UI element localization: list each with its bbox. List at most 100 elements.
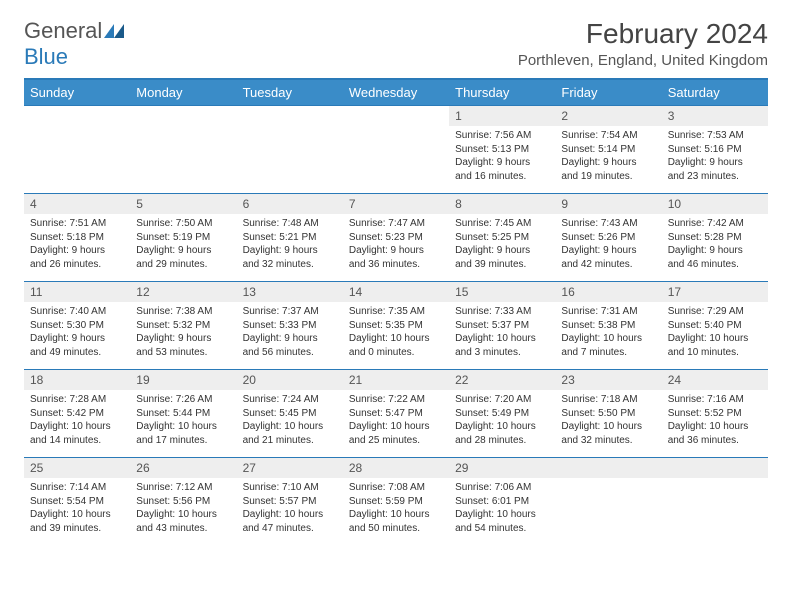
day-content: Sunrise: 7:22 AMSunset: 5:47 PMDaylight:… bbox=[343, 390, 449, 453]
day-number: 4 bbox=[24, 194, 130, 214]
day-number: 13 bbox=[237, 282, 343, 302]
day-number: 7 bbox=[343, 194, 449, 214]
day-content: Sunrise: 7:45 AMSunset: 5:25 PMDaylight:… bbox=[449, 214, 555, 277]
calendar-row: 1Sunrise: 7:56 AMSunset: 5:13 PMDaylight… bbox=[24, 106, 768, 194]
day-number: 18 bbox=[24, 370, 130, 390]
calendar-cell: 12Sunrise: 7:38 AMSunset: 5:32 PMDayligh… bbox=[130, 282, 236, 370]
calendar-cell: 27Sunrise: 7:10 AMSunset: 5:57 PMDayligh… bbox=[237, 458, 343, 546]
day-number: 23 bbox=[555, 370, 661, 390]
calendar-cell: 26Sunrise: 7:12 AMSunset: 5:56 PMDayligh… bbox=[130, 458, 236, 546]
day-number: 10 bbox=[662, 194, 768, 214]
day-content: Sunrise: 7:24 AMSunset: 5:45 PMDaylight:… bbox=[237, 390, 343, 453]
header: GeneralBlue February 2024 Porthleven, En… bbox=[24, 18, 768, 70]
day-content: Sunrise: 7:53 AMSunset: 5:16 PMDaylight:… bbox=[662, 126, 768, 189]
calendar-cell: 10Sunrise: 7:42 AMSunset: 5:28 PMDayligh… bbox=[662, 194, 768, 282]
day-content: Sunrise: 7:42 AMSunset: 5:28 PMDaylight:… bbox=[662, 214, 768, 277]
calendar-row: 25Sunrise: 7:14 AMSunset: 5:54 PMDayligh… bbox=[24, 458, 768, 546]
calendar-cell: 8Sunrise: 7:45 AMSunset: 5:25 PMDaylight… bbox=[449, 194, 555, 282]
day-number: 24 bbox=[662, 370, 768, 390]
day-content: Sunrise: 7:43 AMSunset: 5:26 PMDaylight:… bbox=[555, 214, 661, 277]
logo: GeneralBlue bbox=[24, 18, 124, 70]
day-content: Sunrise: 7:16 AMSunset: 5:52 PMDaylight:… bbox=[662, 390, 768, 453]
day-content: Sunrise: 7:38 AMSunset: 5:32 PMDaylight:… bbox=[130, 302, 236, 365]
day-number: 15 bbox=[449, 282, 555, 302]
calendar-cell: 16Sunrise: 7:31 AMSunset: 5:38 PMDayligh… bbox=[555, 282, 661, 370]
logo-text-gray: General bbox=[24, 18, 102, 43]
logo-mark-icon bbox=[104, 18, 124, 44]
day-content: Sunrise: 7:47 AMSunset: 5:23 PMDaylight:… bbox=[343, 214, 449, 277]
day-content: Sunrise: 7:51 AMSunset: 5:18 PMDaylight:… bbox=[24, 214, 130, 277]
column-header: Friday bbox=[555, 79, 661, 106]
column-header: Tuesday bbox=[237, 79, 343, 106]
day-content: Sunrise: 7:10 AMSunset: 5:57 PMDaylight:… bbox=[237, 478, 343, 541]
day-number: 27 bbox=[237, 458, 343, 478]
calendar-cell: 25Sunrise: 7:14 AMSunset: 5:54 PMDayligh… bbox=[24, 458, 130, 546]
calendar-cell: 7Sunrise: 7:47 AMSunset: 5:23 PMDaylight… bbox=[343, 194, 449, 282]
day-content: Sunrise: 7:54 AMSunset: 5:14 PMDaylight:… bbox=[555, 126, 661, 189]
calendar-cell: 11Sunrise: 7:40 AMSunset: 5:30 PMDayligh… bbox=[24, 282, 130, 370]
day-content: Sunrise: 7:29 AMSunset: 5:40 PMDaylight:… bbox=[662, 302, 768, 365]
column-header: Saturday bbox=[662, 79, 768, 106]
day-number: 5 bbox=[130, 194, 236, 214]
calendar-cell: 20Sunrise: 7:24 AMSunset: 5:45 PMDayligh… bbox=[237, 370, 343, 458]
day-number: 17 bbox=[662, 282, 768, 302]
day-number: 8 bbox=[449, 194, 555, 214]
calendar-cell: 3Sunrise: 7:53 AMSunset: 5:16 PMDaylight… bbox=[662, 106, 768, 194]
day-content: Sunrise: 7:28 AMSunset: 5:42 PMDaylight:… bbox=[24, 390, 130, 453]
day-number: 1 bbox=[449, 106, 555, 126]
day-number: 19 bbox=[130, 370, 236, 390]
day-content: Sunrise: 7:18 AMSunset: 5:50 PMDaylight:… bbox=[555, 390, 661, 453]
column-header: Wednesday bbox=[343, 79, 449, 106]
day-content: Sunrise: 7:26 AMSunset: 5:44 PMDaylight:… bbox=[130, 390, 236, 453]
day-content: Sunrise: 7:12 AMSunset: 5:56 PMDaylight:… bbox=[130, 478, 236, 541]
calendar-cell: 9Sunrise: 7:43 AMSunset: 5:26 PMDaylight… bbox=[555, 194, 661, 282]
calendar-cell: 2Sunrise: 7:54 AMSunset: 5:14 PMDaylight… bbox=[555, 106, 661, 194]
calendar-cell bbox=[662, 458, 768, 546]
day-content: Sunrise: 7:56 AMSunset: 5:13 PMDaylight:… bbox=[449, 126, 555, 189]
day-number: 6 bbox=[237, 194, 343, 214]
day-content: Sunrise: 7:37 AMSunset: 5:33 PMDaylight:… bbox=[237, 302, 343, 365]
calendar-cell: 21Sunrise: 7:22 AMSunset: 5:47 PMDayligh… bbox=[343, 370, 449, 458]
day-number: 21 bbox=[343, 370, 449, 390]
calendar-body: 1Sunrise: 7:56 AMSunset: 5:13 PMDaylight… bbox=[24, 106, 768, 546]
day-number: 11 bbox=[24, 282, 130, 302]
calendar-cell: 1Sunrise: 7:56 AMSunset: 5:13 PMDaylight… bbox=[449, 106, 555, 194]
calendar-cell: 4Sunrise: 7:51 AMSunset: 5:18 PMDaylight… bbox=[24, 194, 130, 282]
calendar-cell: 6Sunrise: 7:48 AMSunset: 5:21 PMDaylight… bbox=[237, 194, 343, 282]
calendar-cell: 23Sunrise: 7:18 AMSunset: 5:50 PMDayligh… bbox=[555, 370, 661, 458]
calendar-header: SundayMondayTuesdayWednesdayThursdayFrid… bbox=[24, 79, 768, 106]
calendar-cell: 24Sunrise: 7:16 AMSunset: 5:52 PMDayligh… bbox=[662, 370, 768, 458]
day-number: 22 bbox=[449, 370, 555, 390]
day-content: Sunrise: 7:08 AMSunset: 5:59 PMDaylight:… bbox=[343, 478, 449, 541]
location: Porthleven, England, United Kingdom bbox=[518, 52, 768, 69]
calendar-cell: 19Sunrise: 7:26 AMSunset: 5:44 PMDayligh… bbox=[130, 370, 236, 458]
day-number: 2 bbox=[555, 106, 661, 126]
day-number: 29 bbox=[449, 458, 555, 478]
day-content: Sunrise: 7:35 AMSunset: 5:35 PMDaylight:… bbox=[343, 302, 449, 365]
day-number: 12 bbox=[130, 282, 236, 302]
day-number: 25 bbox=[24, 458, 130, 478]
day-content: Sunrise: 7:20 AMSunset: 5:49 PMDaylight:… bbox=[449, 390, 555, 453]
column-header: Thursday bbox=[449, 79, 555, 106]
day-number: 9 bbox=[555, 194, 661, 214]
calendar-cell: 5Sunrise: 7:50 AMSunset: 5:19 PMDaylight… bbox=[130, 194, 236, 282]
day-number: 28 bbox=[343, 458, 449, 478]
calendar-row: 4Sunrise: 7:51 AMSunset: 5:18 PMDaylight… bbox=[24, 194, 768, 282]
day-content: Sunrise: 7:33 AMSunset: 5:37 PMDaylight:… bbox=[449, 302, 555, 365]
calendar-cell: 29Sunrise: 7:06 AMSunset: 6:01 PMDayligh… bbox=[449, 458, 555, 546]
day-number: 14 bbox=[343, 282, 449, 302]
calendar: SundayMondayTuesdayWednesdayThursdayFrid… bbox=[24, 78, 768, 546]
day-content: Sunrise: 7:50 AMSunset: 5:19 PMDaylight:… bbox=[130, 214, 236, 277]
column-header: Sunday bbox=[24, 79, 130, 106]
title-block: February 2024 Porthleven, England, Unite… bbox=[518, 18, 768, 69]
calendar-row: 11Sunrise: 7:40 AMSunset: 5:30 PMDayligh… bbox=[24, 282, 768, 370]
day-number: 20 bbox=[237, 370, 343, 390]
day-content: Sunrise: 7:31 AMSunset: 5:38 PMDaylight:… bbox=[555, 302, 661, 365]
day-number: 26 bbox=[130, 458, 236, 478]
day-content: Sunrise: 7:48 AMSunset: 5:21 PMDaylight:… bbox=[237, 214, 343, 277]
calendar-cell bbox=[555, 458, 661, 546]
day-content: Sunrise: 7:06 AMSunset: 6:01 PMDaylight:… bbox=[449, 478, 555, 541]
calendar-cell: 17Sunrise: 7:29 AMSunset: 5:40 PMDayligh… bbox=[662, 282, 768, 370]
calendar-cell: 22Sunrise: 7:20 AMSunset: 5:49 PMDayligh… bbox=[449, 370, 555, 458]
calendar-cell: 28Sunrise: 7:08 AMSunset: 5:59 PMDayligh… bbox=[343, 458, 449, 546]
